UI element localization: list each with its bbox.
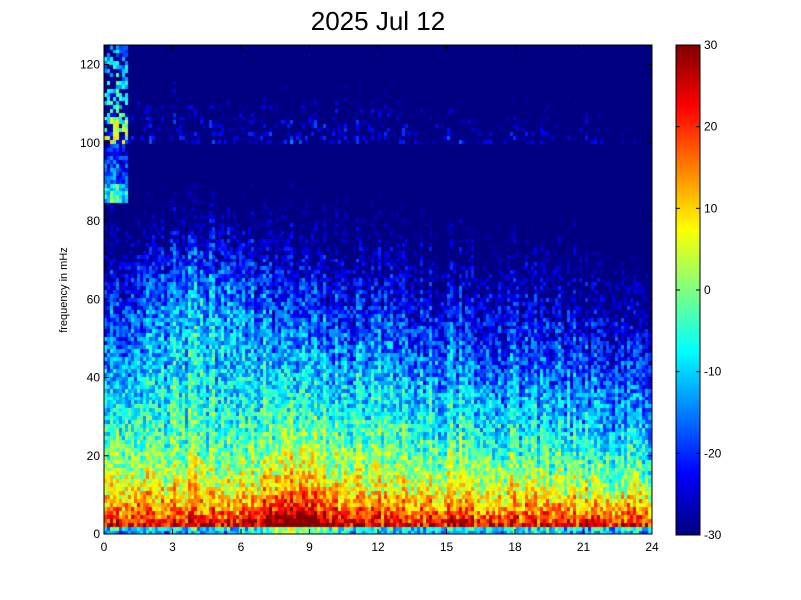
y-tick-label: 0: [93, 527, 100, 541]
colorbar-tick-label: 20: [704, 120, 718, 134]
y-tick-label: 20: [87, 449, 101, 463]
x-tick-label: 18: [508, 540, 522, 554]
colorbar-tick-label: 10: [704, 201, 718, 215]
heatmap-canvas-holder: [104, 45, 652, 534]
colorbar-tick-label: -10: [704, 365, 722, 379]
x-tick-label: 0: [101, 540, 108, 554]
x-tick-label: 24: [645, 540, 659, 554]
colorbar-tick-label: 30: [704, 38, 718, 52]
x-tick-label: 9: [306, 540, 313, 554]
y-tick-label: 120: [80, 58, 100, 72]
y-tick-label: 60: [87, 292, 101, 306]
colorbar-tick-label: -30: [704, 528, 722, 542]
chart-title: 2025 Jul 12: [310, 6, 446, 36]
x-tick-label: 12: [371, 540, 385, 554]
y-tick-label: 80: [87, 214, 101, 228]
x-axis: 0 3 6 9 12 15 18 21 24: [101, 45, 659, 554]
colorbar-tick-label: 0: [704, 283, 711, 297]
x-tick-label: 3: [169, 540, 176, 554]
y-tick-label: 100: [80, 136, 100, 150]
x-tick-label: 15: [440, 540, 454, 554]
x-tick-label: 6: [238, 540, 245, 554]
y-tick-label: 40: [87, 371, 101, 385]
x-tick-label: 21: [577, 540, 591, 554]
colorbar-axis: 30 20 10 0 -10 -20 -30: [676, 38, 722, 542]
colorbar-tick-label: -20: [704, 446, 722, 460]
y-axis: 0 20 40 60 80 100 120: [80, 58, 652, 541]
